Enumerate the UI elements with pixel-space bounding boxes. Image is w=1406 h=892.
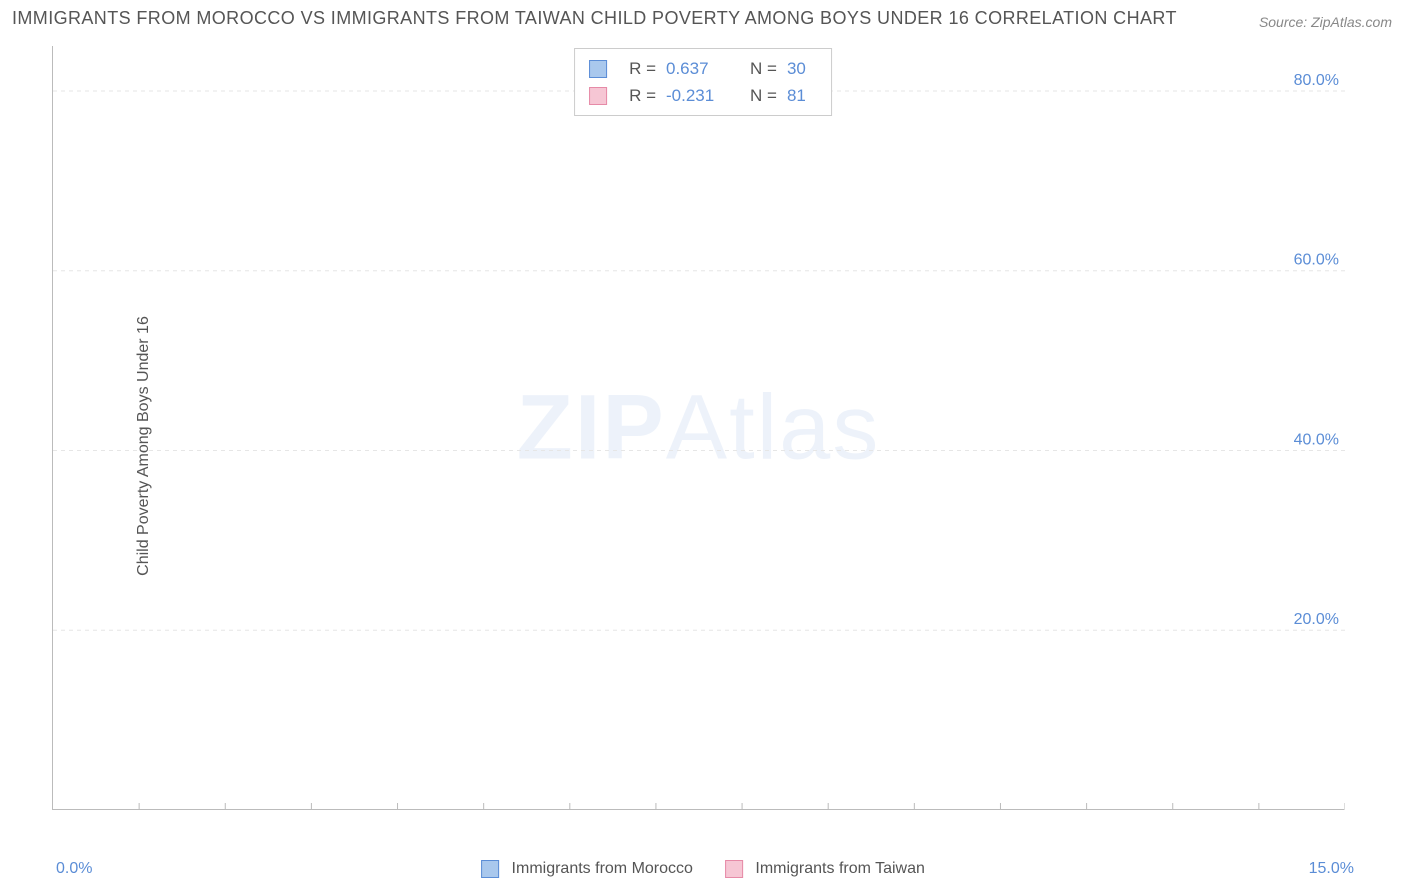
r-label: R =	[629, 55, 656, 82]
chart-title: IMMIGRANTS FROM MOROCCO VS IMMIGRANTS FR…	[12, 8, 1177, 29]
x-axis-origin-label: 0.0%	[56, 860, 92, 878]
y-axis-label: Child Poverty Among Boys Under 16	[135, 316, 153, 576]
source-attribution: Source: ZipAtlas.com	[1259, 14, 1392, 30]
chart-plot-area: ZIPAtlas 20.0%40.0%60.0%80.0%	[52, 46, 1344, 810]
n-label: N =	[750, 55, 777, 82]
swatch-series-2	[589, 87, 607, 105]
r-value-1: 0.637	[666, 55, 730, 82]
legend-item-1: Immigrants from Morocco	[481, 860, 693, 878]
r-label: R =	[629, 82, 656, 109]
chart-svg: 20.0% 40.0% 60.0% 80.0%	[53, 46, 1345, 810]
series-legend: Immigrants from Morocco Immigrants from …	[481, 860, 925, 878]
correlation-row-1: R = 0.637 N = 30	[589, 55, 817, 82]
n-value-1: 30	[787, 55, 817, 82]
legend-item-2: Immigrants from Taiwan	[725, 860, 925, 878]
correlation-legend: R = 0.637 N = 30 R = -0.231 N = 81	[574, 48, 832, 116]
svg-text:20.0%: 20.0%	[1294, 611, 1339, 628]
correlation-row-2: R = -0.231 N = 81	[589, 82, 817, 109]
legend-label-2: Immigrants from Taiwan	[755, 860, 925, 877]
swatch-series-1	[589, 60, 607, 78]
n-label: N =	[750, 82, 777, 109]
n-value-2: 81	[787, 82, 817, 109]
svg-text:40.0%: 40.0%	[1294, 431, 1339, 448]
swatch-icon	[725, 860, 743, 878]
svg-text:60.0%: 60.0%	[1294, 252, 1339, 269]
x-axis-max-label: 15.0%	[1309, 860, 1354, 878]
legend-label-1: Immigrants from Morocco	[512, 860, 693, 877]
swatch-icon	[481, 860, 499, 878]
r-value-2: -0.231	[666, 82, 730, 109]
svg-text:80.0%: 80.0%	[1294, 72, 1339, 89]
